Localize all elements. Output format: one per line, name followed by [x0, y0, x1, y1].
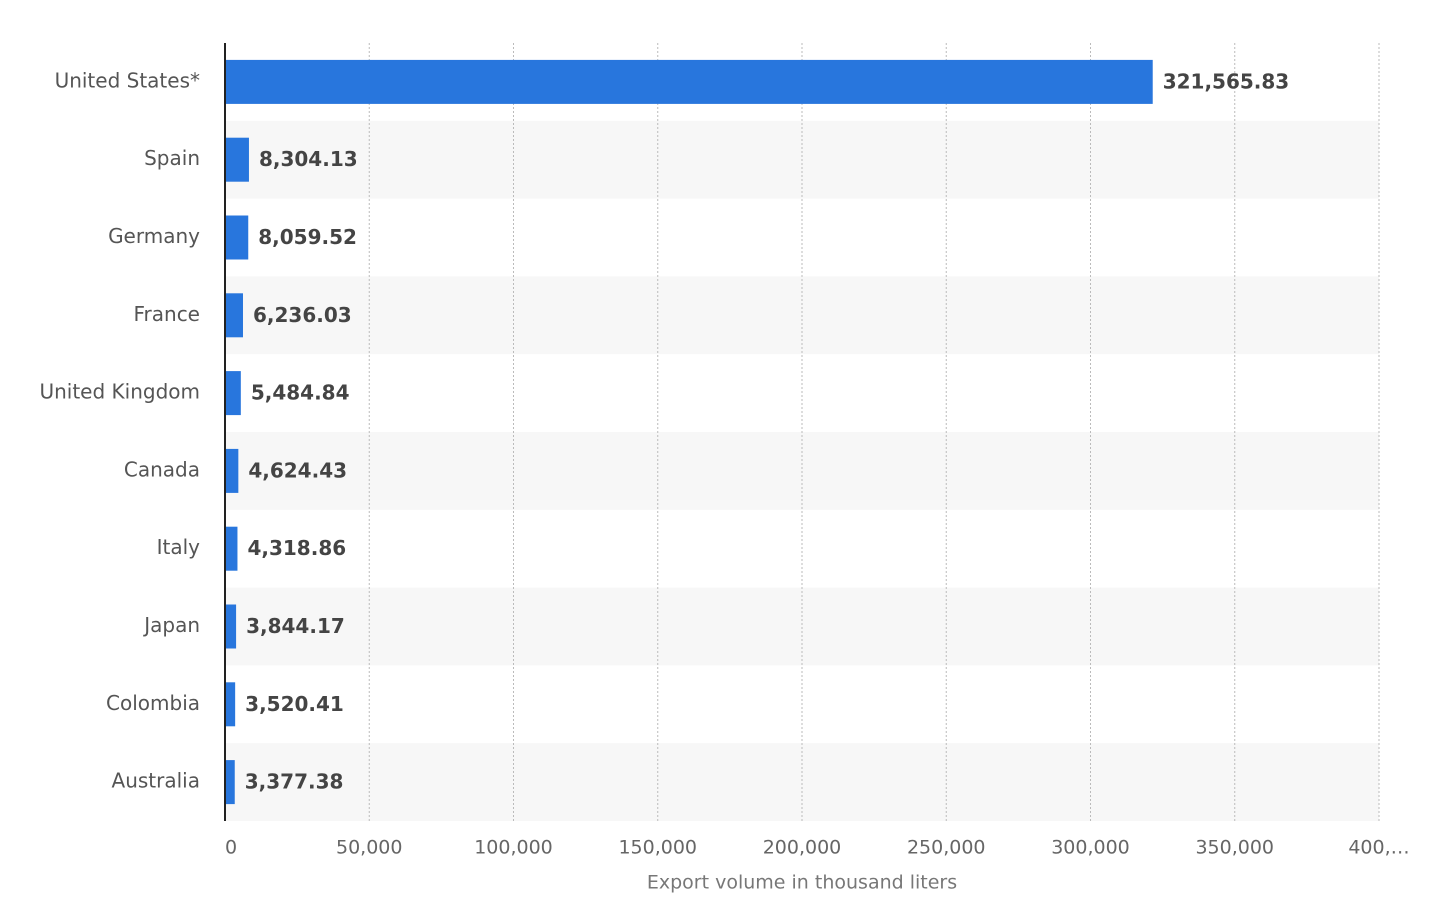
value-label: 4,318.86	[247, 536, 346, 560]
y-tick-label: France	[133, 302, 200, 326]
y-tick-label: Australia	[112, 769, 200, 793]
bar	[225, 137, 249, 182]
x-tick-label: 0	[225, 837, 237, 859]
x-tick-label: 300,000	[1051, 837, 1130, 859]
y-tick-label: Italy	[157, 535, 201, 559]
bar	[225, 215, 249, 260]
y-tick-label: United States*	[55, 68, 200, 92]
y-tick-label: Japan	[142, 613, 200, 637]
bar	[225, 448, 239, 493]
x-tick-label: 50,000	[336, 837, 402, 859]
x-tick-label: 400,…	[1348, 837, 1409, 859]
x-tick-label: 350,000	[1195, 837, 1274, 859]
value-label: 6,236.03	[253, 303, 352, 327]
bar	[225, 604, 237, 649]
value-label: 8,059.52	[258, 225, 357, 249]
value-label: 8,304.13	[259, 147, 358, 171]
bar	[225, 682, 236, 727]
value-label: 321,565.83	[1163, 69, 1290, 93]
bar	[225, 371, 241, 416]
bar	[225, 293, 243, 338]
y-tick-label: Canada	[124, 457, 200, 481]
y-tick-label: Colombia	[106, 691, 200, 715]
value-label: 3,377.38	[245, 770, 344, 794]
x-axis-label: Export volume in thousand liters	[647, 872, 957, 894]
bar	[225, 760, 235, 805]
y-tick-label: United Kingdom	[39, 380, 200, 404]
x-tick-label: 150,000	[618, 837, 697, 859]
y-tick-label: Spain	[144, 146, 200, 170]
value-label: 4,624.43	[248, 458, 347, 482]
x-tick-label: 250,000	[907, 837, 986, 859]
bar	[225, 59, 1153, 104]
x-tick-label: 100,000	[474, 837, 553, 859]
x-tick-label: 200,000	[763, 837, 842, 859]
value-label: 3,520.41	[245, 692, 344, 716]
y-tick-label: Germany	[108, 224, 200, 248]
value-label: 5,484.84	[251, 381, 350, 405]
bar	[225, 526, 238, 571]
value-label: 3,844.17	[246, 614, 345, 638]
row-band	[225, 743, 1379, 821]
